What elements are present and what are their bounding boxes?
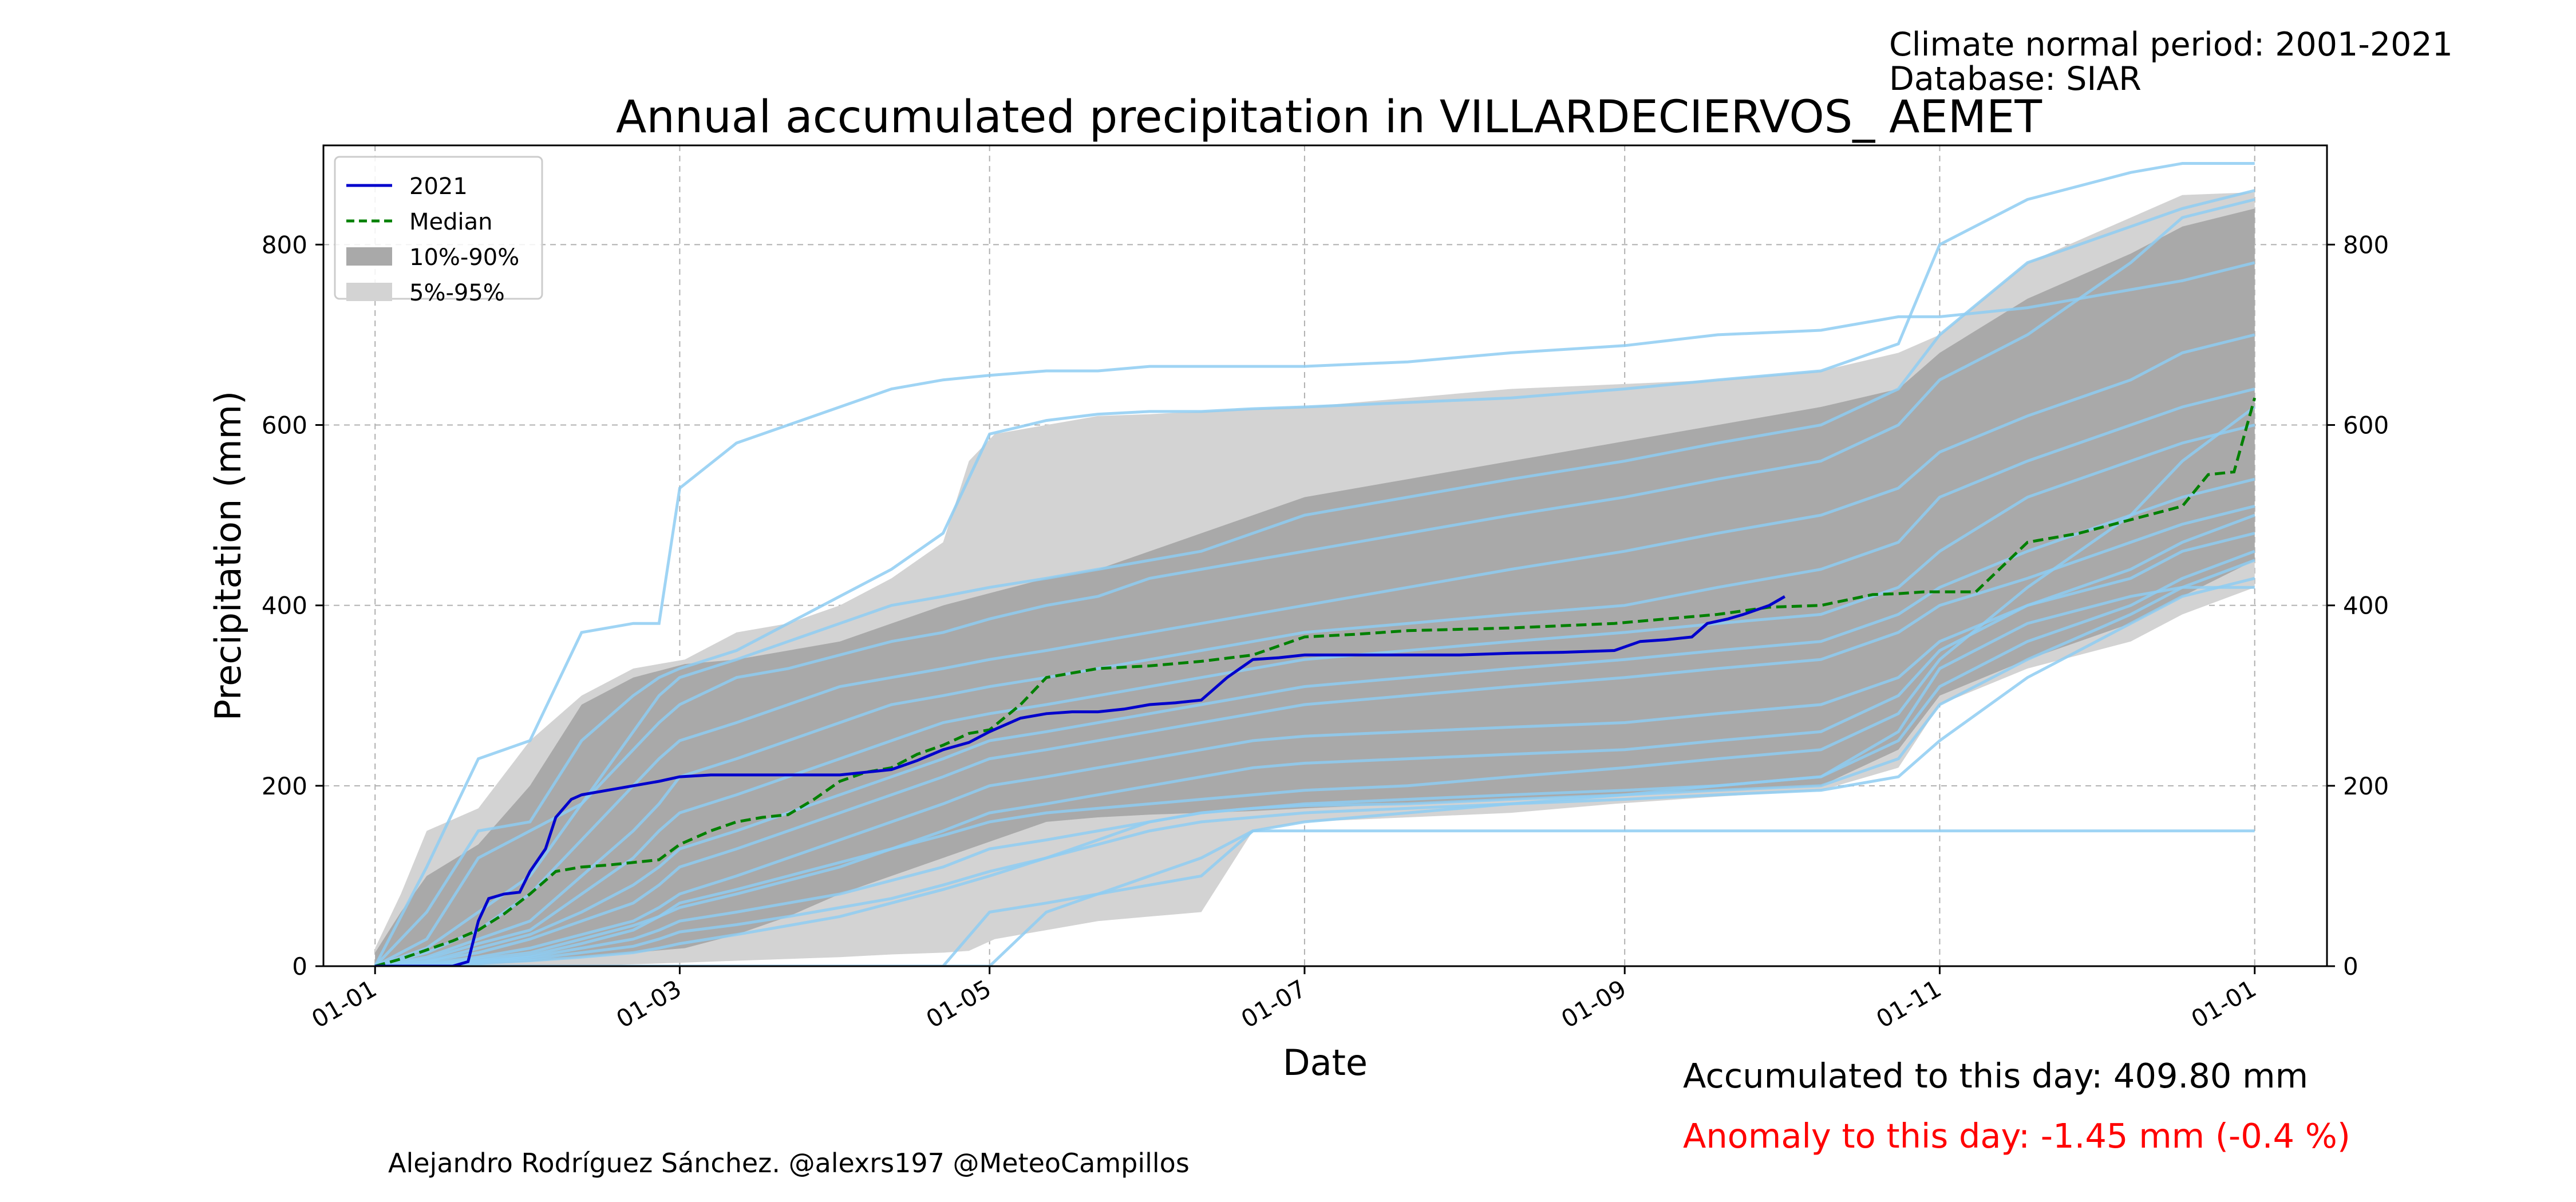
historical-year-line bbox=[375, 586, 2255, 966]
y-tick-label-right: 400 bbox=[2343, 592, 2389, 620]
historical-year-line bbox=[375, 405, 2256, 966]
historical-year-line bbox=[374, 388, 2255, 966]
y-tick-label-right: 0 bbox=[2343, 952, 2358, 980]
historical-year-line bbox=[375, 576, 2255, 966]
y-tick-label-right: 600 bbox=[2343, 412, 2389, 440]
x-axis-label: Date bbox=[1283, 1042, 1368, 1084]
historical-year-line bbox=[375, 559, 2255, 966]
plot-frame bbox=[322, 144, 2328, 967]
anomaly-text: Anomaly to this day: -1.45 mm (-0.4 %) bbox=[1683, 1116, 2350, 1156]
current-year-line bbox=[375, 595, 1786, 966]
band-10-90 bbox=[375, 208, 2255, 966]
x-tick-label: 01-01 bbox=[307, 974, 381, 1033]
x-tick-label: 01-03 bbox=[611, 974, 686, 1033]
legend-label: Median bbox=[409, 209, 493, 235]
chart-title: Annual accumulated precipitation in VILL… bbox=[616, 92, 2042, 143]
y-tick-label-left: 200 bbox=[262, 772, 307, 800]
historical-year-line bbox=[374, 198, 2255, 966]
historical-year-line bbox=[375, 549, 2255, 966]
historical-year-line bbox=[374, 162, 2255, 966]
y-tick-label-left: 600 bbox=[262, 412, 307, 440]
database-text: Database: SIAR bbox=[1889, 60, 2142, 98]
y-tick-label-left: 800 bbox=[262, 231, 307, 259]
x-tick-label: 01-05 bbox=[921, 974, 995, 1033]
x-tick-label: 01-09 bbox=[1556, 974, 1631, 1033]
median-line bbox=[374, 397, 2257, 966]
historical-year-line bbox=[374, 424, 2255, 966]
y-tick-label-left: 0 bbox=[292, 952, 307, 980]
y-axis-label: Precipitation (mm) bbox=[207, 391, 249, 721]
historical-year-line bbox=[374, 504, 2255, 966]
accumulated-text: Accumulated to this day: 409.80 mm bbox=[1683, 1056, 2309, 1096]
x-tick-label: 01-01 bbox=[2187, 974, 2261, 1033]
historical-year-line bbox=[374, 477, 2255, 966]
historical-year-line bbox=[375, 513, 2255, 966]
climate-period-text: Climate normal period: 2001-2021 bbox=[1889, 26, 2453, 64]
data-layer bbox=[373, 162, 2257, 966]
x-tick-label: 01-07 bbox=[1236, 974, 1311, 1033]
y-tick-label-left: 400 bbox=[262, 592, 307, 620]
legend: 2021 Median 10%-90% 5%-95% bbox=[334, 156, 543, 306]
historical-year-line bbox=[374, 189, 2255, 966]
legend-label: 2021 bbox=[409, 173, 468, 200]
y-tick-label-right: 200 bbox=[2343, 772, 2389, 800]
historical-year-line bbox=[373, 261, 2255, 966]
legend-label: 10%-90% bbox=[409, 244, 519, 271]
legend-label: 5%-95% bbox=[409, 280, 505, 306]
credit-text: Alejandro Rodríguez Sánchez. @alexrs197 … bbox=[388, 1148, 1190, 1179]
historical-year-line bbox=[375, 532, 2255, 966]
legend-swatch bbox=[346, 247, 392, 266]
legend-swatch bbox=[346, 283, 392, 301]
y-tick-label-right: 800 bbox=[2343, 231, 2389, 259]
x-tick-label: 01-11 bbox=[1871, 974, 1946, 1033]
